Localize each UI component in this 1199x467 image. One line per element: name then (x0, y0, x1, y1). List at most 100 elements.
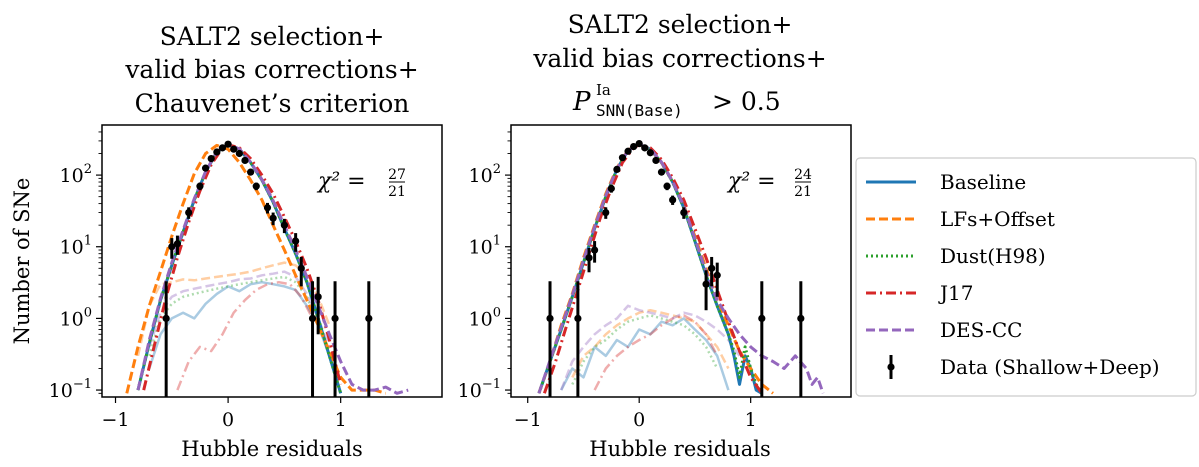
panel2-data-point (607, 184, 615, 193)
panel1-data-point (365, 314, 373, 322)
panel2-data-point (624, 147, 632, 155)
panel2-series-dust-h98- (537, 143, 764, 395)
panel2-data-point (797, 314, 805, 322)
title-math-symbol: P (572, 87, 591, 117)
panel1-title-line2: valid bias corrections+ (124, 55, 418, 84)
panel1-ytick-label: 100 (60, 305, 92, 330)
panel1-data-point (297, 264, 305, 272)
panel2-xtick-label: 0 (633, 409, 645, 431)
panel2-data-points (546, 140, 805, 397)
panel2-xlabel: Hubble residuals (589, 437, 770, 461)
panel1-data-point (314, 293, 322, 301)
panel2-chi2: χ² = 24 21 (726, 167, 812, 200)
panel2-data-point (708, 264, 716, 272)
panel1-data-point (207, 154, 215, 163)
panel2-series-des-cc (537, 142, 825, 394)
panel2-ytick-label: 101 (469, 234, 501, 259)
legend: Baseline LFs+Offset Dust(H98) J17 DES-CC Data… (855, 157, 1197, 397)
panel1-data-point (196, 182, 204, 190)
legend-marker-point-data-shallow-deep (887, 363, 895, 371)
panel2-data-point (702, 280, 710, 288)
panel2-data-point (546, 314, 554, 322)
panel1-data-point (235, 149, 243, 158)
panel2-series-sub-5 (560, 317, 730, 391)
panel2-data-point (758, 314, 766, 322)
panel1-axes: −1 0 1 10−1 100 101 102 Hubble residuals Numbe… (10, 124, 443, 461)
panel1-frame (101, 124, 443, 398)
panel1-data-point (168, 243, 176, 251)
panel1-data-point (218, 144, 227, 152)
panel1-series-des-cc (136, 142, 409, 395)
panel2-data-point (657, 168, 666, 176)
panel2-data-point (646, 149, 654, 157)
panel1-data-point (201, 164, 210, 172)
panel2-data-point (663, 182, 671, 190)
panel2-series-sub-8 (593, 314, 719, 391)
panel1-data-point (173, 240, 182, 248)
panel1-chi2-denominator: 21 (388, 184, 406, 200)
panel1-series-sub-6 (136, 261, 331, 357)
panel2-ytick-label: 100 (469, 305, 501, 330)
panel1-chi2: χ² = 27 21 (316, 167, 406, 200)
title-math-relation: > 0.5 (712, 87, 781, 116)
panel1-data-point (269, 214, 277, 222)
panel1-series-sub-7 (148, 275, 320, 357)
panel1-title-line1: SALT2 selection+ (160, 22, 385, 51)
panel1-data-point (308, 314, 317, 322)
panel1-data-point (292, 237, 300, 245)
panel2-data-point (713, 271, 721, 279)
panel2-title: SALT2 selection+ valid bias corrections+… (532, 10, 826, 120)
panel1-data-points (162, 140, 373, 397)
panel1-series-sub-5 (148, 280, 331, 369)
panel1-data-point (241, 156, 249, 165)
panel2-data-point (630, 142, 638, 151)
panel2-title-line2: valid bias corrections+ (532, 44, 826, 73)
panel1-ytick-label: 102 (60, 162, 92, 187)
panel1-chi2-prefix: χ² = (316, 169, 366, 194)
panel2-series-sub-7 (571, 314, 719, 385)
panel1-data-point (185, 208, 193, 217)
legend-items: Baseline LFs+Offset Dust(H98) J17 DES-CC Data… (866, 170, 1160, 379)
panel1-xlabel: Hubble residuals (181, 437, 362, 461)
panel2-xtick-label: 1 (745, 409, 757, 431)
panel1-title: SALT2 selection+ valid bias corrections+… (124, 22, 418, 118)
panel1-xtick-label: −1 (102, 409, 130, 431)
panel2-series-sub-9 (560, 304, 741, 391)
legend-label-baseline: Baseline (940, 170, 1026, 194)
panel2-data-point (652, 156, 660, 165)
panel2-sub-curves (560, 304, 741, 391)
panel2-frame (510, 124, 852, 398)
panel1-data-point (263, 204, 272, 212)
panel1-data-point (162, 314, 170, 322)
panel2-data-point (591, 246, 599, 254)
title-math-superscript: Ia (596, 81, 611, 99)
panel2-data-point (641, 144, 649, 152)
legend-label-dust-h98: Dust(H98) (940, 244, 1046, 268)
legend-label-j17: J17 (938, 281, 973, 305)
panel1-ylabel: Number of SNe (10, 178, 34, 345)
panel2-chi2-denominator: 21 (794, 184, 812, 200)
panel2-data-point (585, 254, 593, 262)
panel2-title-math: P Ia SNN(Base) > 0.5 (572, 81, 781, 120)
panel2-main-curves (537, 142, 825, 395)
panel2-data-point (618, 154, 627, 162)
panel1-data-point (224, 140, 232, 148)
panel2-axes: −1 0 1 10−1 100 101 102 Hubble residuals χ² = … (458, 124, 852, 461)
panel2-data-point (680, 208, 688, 217)
panel1-main-curves (125, 142, 409, 395)
panel1-ytick-label: 10−1 (49, 377, 92, 402)
panel1-data-point (230, 145, 238, 153)
panel2-data-point (635, 140, 643, 148)
panel2-ytick-label: 10−1 (458, 377, 501, 402)
panel1-series-sub-8 (176, 280, 314, 391)
panel2-chi2-prefix: χ² = (726, 169, 776, 194)
panel2-chi2-numerator: 24 (794, 167, 812, 183)
panel2-series-sub-6 (571, 308, 730, 378)
panel1-data-point (252, 182, 260, 190)
panel1-ytick-label: 101 (60, 234, 92, 259)
title-math-subscript: SNN(Base) (596, 101, 683, 120)
legend-label-des-cc: DES-CC (940, 318, 1022, 342)
panel1-chi2-numerator: 27 (388, 167, 406, 183)
